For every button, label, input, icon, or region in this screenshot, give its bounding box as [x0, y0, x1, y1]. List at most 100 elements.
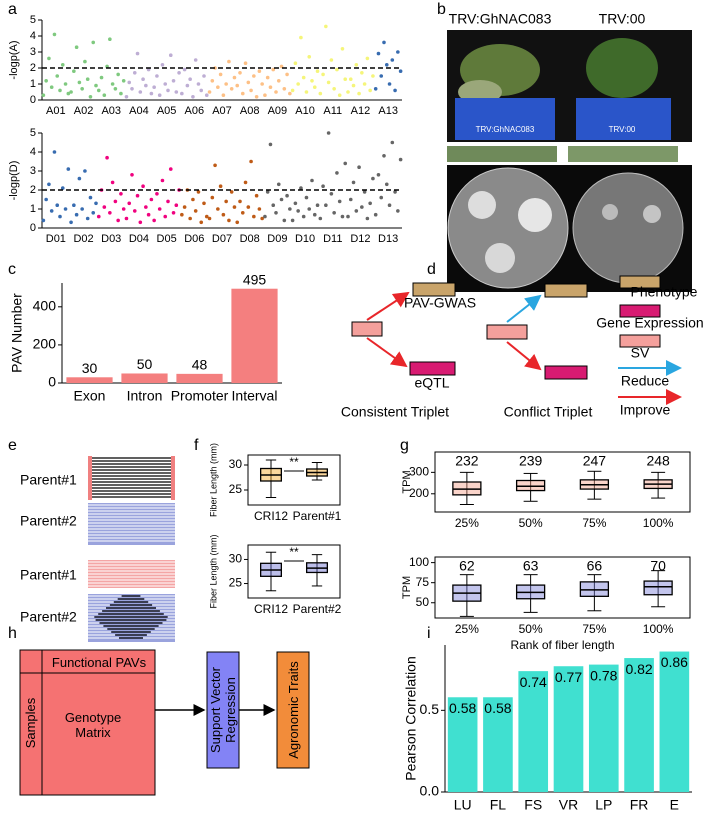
x-tick-label: 100%	[643, 622, 674, 636]
legend-swatch	[619, 275, 661, 289]
snp-point	[396, 50, 400, 54]
panel-label: h	[8, 625, 17, 642]
leaf-strip	[447, 146, 557, 162]
snp-point	[207, 216, 212, 221]
snp-point	[373, 212, 378, 217]
block	[92, 456, 171, 500]
snp-point	[382, 40, 386, 45]
snp-point	[315, 203, 320, 207]
pot-label: TRV:00	[609, 125, 636, 134]
snp-point	[210, 79, 215, 83]
row-label: Parent#1	[20, 472, 77, 488]
box-annotation: 248	[646, 453, 670, 469]
block	[88, 503, 175, 545]
pot-label: TRV:GhNAC083	[476, 125, 535, 134]
snp-point	[96, 214, 101, 219]
panel-label: g	[400, 437, 409, 454]
snp-point	[249, 88, 253, 93]
panel-label: c	[8, 261, 16, 278]
snp-point	[398, 69, 403, 73]
snp-point	[238, 71, 242, 75]
legend-label: Reduce	[621, 373, 669, 389]
snp-point	[335, 171, 339, 175]
snp-point	[96, 88, 101, 93]
snp-point	[155, 192, 159, 196]
x-tick-label: FR	[630, 797, 649, 813]
snp-point	[326, 131, 331, 135]
snp-point	[288, 91, 292, 96]
snp-point	[196, 82, 201, 86]
y-tick-label: 4	[30, 146, 36, 158]
box	[643, 580, 673, 596]
value-label: 0.78	[590, 667, 617, 683]
snp-point	[274, 211, 278, 215]
snp-point	[47, 182, 51, 187]
snp-point	[299, 186, 303, 190]
snp-point	[55, 74, 60, 78]
box-annotation: 70	[650, 558, 666, 574]
snp-point	[121, 79, 126, 83]
y-tick-label: 4	[30, 30, 36, 42]
snp-point	[177, 71, 181, 75]
snp-point	[74, 212, 79, 217]
snp-point	[301, 75, 306, 80]
x-tick-label: A02	[74, 105, 94, 117]
y-tick-label: 1	[30, 203, 36, 215]
snp-point	[44, 197, 48, 202]
snp-point	[52, 32, 57, 37]
snp-point	[310, 79, 314, 83]
x-tick-label: A05	[157, 105, 177, 117]
snp-point	[329, 58, 334, 62]
snp-point	[77, 176, 82, 181]
snp-point	[199, 220, 204, 225]
snp-point	[146, 212, 151, 217]
legend-label: Improve	[620, 402, 671, 418]
snp-point	[348, 77, 353, 81]
arrow	[366, 337, 408, 368]
snp-point	[390, 58, 395, 62]
x-tick-label: 50%	[519, 516, 543, 530]
snp-point	[113, 199, 118, 204]
snp-point	[365, 216, 370, 221]
x-tick-label: A01	[46, 105, 66, 117]
x-tick-label: Parent#2	[293, 602, 342, 616]
x-tick-label: D06	[184, 233, 204, 245]
fungus	[468, 191, 496, 219]
x-tick-label: Exon	[74, 388, 106, 404]
snp-point	[216, 85, 220, 89]
snp-point	[290, 88, 295, 93]
y-tick-label: 25	[229, 576, 243, 590]
arrow	[506, 294, 542, 323]
x-tick-label: FL	[490, 797, 507, 813]
snp-point	[329, 192, 334, 196]
snp-point	[357, 91, 361, 96]
snp-point	[340, 214, 345, 219]
snp-point	[204, 93, 209, 97]
snp-point	[221, 93, 226, 97]
photo-label: TRV:GhNAC083	[449, 11, 552, 27]
y-axis-label: -logp(D)	[8, 161, 20, 201]
y-tick-label: 0	[30, 222, 36, 234]
x-tick-label: 100%	[643, 516, 674, 530]
matrix-columns: Functional PAVs	[51, 654, 147, 670]
snp-point	[110, 82, 115, 86]
snp-point	[74, 45, 79, 49]
snp-point	[199, 88, 204, 93]
snp-point	[227, 59, 231, 64]
y-axis-label: TPM	[401, 576, 413, 599]
sv-box	[486, 324, 528, 340]
snp-point	[252, 214, 256, 219]
snp-point	[229, 87, 234, 91]
x-tick-label: VR	[559, 797, 578, 813]
x-tick-label: 75%	[582, 516, 606, 530]
x-tick-label: 25%	[455, 622, 479, 636]
y-tick-label: 5	[30, 127, 36, 139]
value-label: 30	[82, 360, 98, 376]
snp-point	[130, 173, 134, 177]
box-annotation: 66	[587, 558, 603, 574]
snp-point	[368, 201, 372, 206]
snp-point	[85, 77, 90, 81]
snp-point	[127, 80, 132, 85]
snp-point	[296, 209, 300, 213]
legend-label: Phenotype	[631, 284, 698, 300]
